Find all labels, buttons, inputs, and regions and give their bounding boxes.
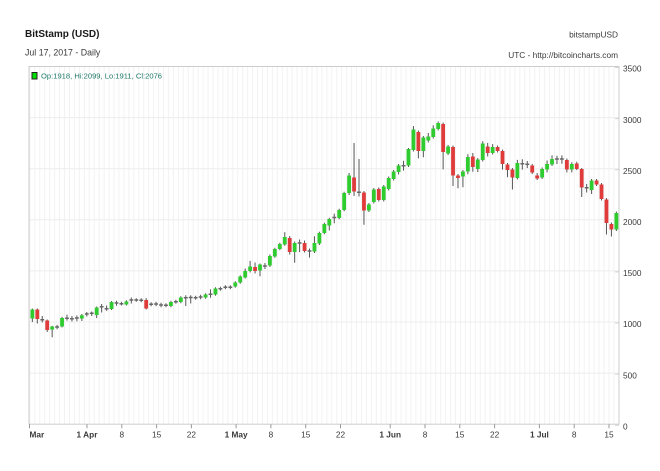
svg-text:15: 15 [455,430,465,440]
svg-text:1 Apr: 1 Apr [77,430,99,440]
svg-text:8: 8 [572,430,577,440]
svg-text:500: 500 [623,370,637,380]
svg-text:1 Jun: 1 Jun [379,430,401,440]
svg-text:1000: 1000 [623,319,642,329]
svg-text:Mar: Mar [30,430,46,440]
svg-text:Op:1918, Hi:2099, Lo:1911, Cl:: Op:1918, Hi:2099, Lo:1911, Cl:2076 [41,72,162,81]
svg-text:22: 22 [336,430,346,440]
svg-text:UTC - http://bitcoincharts.com: UTC - http://bitcoincharts.com [508,50,618,60]
svg-text:22: 22 [187,430,197,440]
svg-text:BitStamp (USD): BitStamp (USD) [25,29,99,40]
svg-text:8: 8 [423,430,428,440]
svg-text:3000: 3000 [623,115,642,125]
svg-text:8: 8 [269,430,274,440]
svg-text:bitstampUSD: bitstampUSD [569,29,618,39]
svg-text:1500: 1500 [623,268,642,278]
svg-text:8: 8 [119,430,124,440]
svg-text:15: 15 [152,430,162,440]
svg-text:3500: 3500 [623,64,642,74]
svg-text:22: 22 [490,430,500,440]
svg-text:15: 15 [301,430,311,440]
svg-text:1 May: 1 May [225,430,248,440]
svg-text:2000: 2000 [623,217,642,227]
svg-text:0: 0 [623,421,628,431]
svg-text:15: 15 [604,430,614,440]
svg-text:2500: 2500 [623,166,642,176]
svg-text:1 Jul: 1 Jul [530,430,549,440]
svg-text:Jul 17, 2017 - Daily: Jul 17, 2017 - Daily [25,48,101,58]
